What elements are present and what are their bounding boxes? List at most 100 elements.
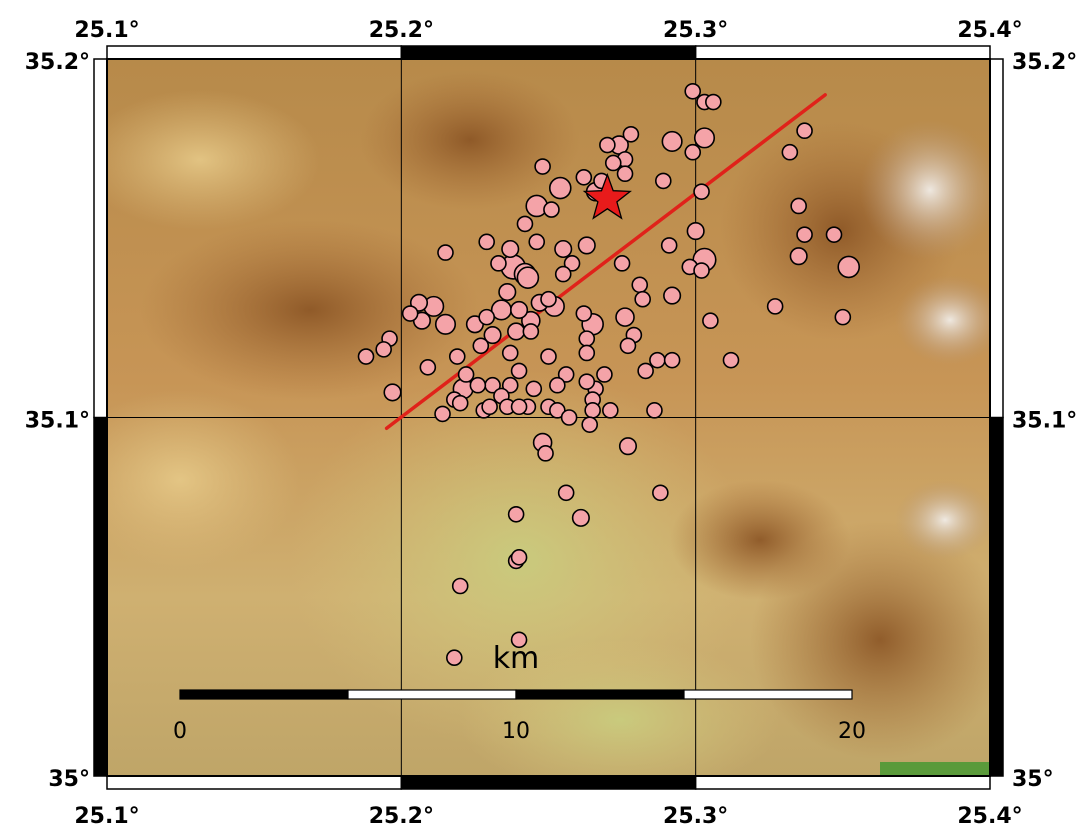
earthquake-event: [510, 398, 528, 416]
earthquake-event: [615, 307, 635, 327]
earthquake-event: [702, 312, 719, 330]
earthquake-event: [543, 201, 560, 218]
earthquake-event: [578, 330, 596, 347]
earthquake-event: [548, 176, 572, 200]
earthquake-event: [537, 445, 554, 462]
earthquake-event: [472, 337, 490, 355]
earthquake-event: [654, 172, 672, 190]
scale-bar-segment: [179, 689, 349, 700]
earthquake-event: [448, 348, 466, 365]
earthquake-event: [522, 323, 540, 340]
earthquake-event: [660, 237, 678, 254]
earthquake-event: [684, 82, 702, 100]
earthquake-event: [516, 266, 540, 289]
frame-band-right: [989, 58, 1004, 419]
earthquake-event: [554, 265, 572, 283]
earthquake-event: [481, 398, 498, 416]
scale-bar-segment: [347, 689, 517, 700]
earthquake-event: [578, 344, 596, 362]
earthquake-event: [686, 222, 705, 241]
earthquake-event: [540, 290, 557, 308]
earthquake-event: [549, 402, 566, 419]
lon-tick-label-bottom: 25.2°: [369, 804, 434, 829]
map-frame: [93, 45, 1004, 790]
earthquake-event: [478, 308, 495, 326]
earthquake-event: [825, 226, 843, 243]
earthquake-event: [604, 154, 622, 172]
earthquake-event: [401, 305, 419, 322]
earthquake-event: [510, 362, 528, 380]
lon-tick-label-top: 25.1°: [74, 18, 139, 43]
frame-band-right: [989, 416, 1004, 777]
earthquake-event: [596, 366, 613, 383]
earthquake-event: [646, 402, 663, 419]
earthquake-event: [613, 255, 631, 272]
earthquake-event: [584, 402, 601, 419]
lon-tick-label-bottom: 25.4°: [957, 804, 1022, 829]
earthquake-event: [490, 255, 507, 272]
earthquake-event: [637, 362, 654, 380]
scale-bar: [179, 689, 853, 700]
earthquake-event: [507, 505, 525, 523]
earthquake-event: [434, 313, 457, 335]
earthquake-event: [796, 226, 813, 243]
earthquake-event: [375, 341, 392, 358]
earthquake-event: [684, 143, 702, 161]
earthquake-event: [446, 649, 463, 666]
earthquake-event: [622, 125, 640, 143]
earthquake-event: [383, 383, 402, 402]
earthquake-event: [528, 233, 546, 251]
terrain-background: [107, 59, 990, 776]
lat-tick-label-right: 35.1°: [1012, 409, 1077, 434]
earthquake-event: [525, 380, 543, 398]
lat-tick-label-right: 35°: [1012, 767, 1054, 792]
lat-tick-label-left: 35.1°: [25, 409, 90, 434]
earthquake-event: [834, 308, 852, 326]
earthquake-event: [796, 122, 813, 139]
earthquake-event: [516, 215, 534, 233]
earthquake-event: [451, 394, 469, 412]
scale-bar-label-0: 0: [173, 719, 187, 744]
earthquake-event: [501, 344, 519, 362]
earthquake-event: [790, 197, 807, 215]
earthquake-event: [652, 484, 669, 502]
earthquake-event: [498, 282, 517, 302]
earthquake-event: [663, 286, 682, 305]
earthquake-event: [618, 437, 638, 456]
earthquake-event: [705, 93, 722, 111]
lon-tick-label-bottom: 25.3°: [663, 804, 728, 829]
earthquake-event: [619, 337, 637, 355]
earthquake-event: [469, 376, 487, 394]
earthquake-event: [510, 631, 528, 649]
lon-tick-label-top: 25.3°: [663, 18, 728, 43]
earthquake-event: [781, 143, 799, 161]
earthquake-event: [437, 244, 454, 261]
earthquake-event: [507, 322, 526, 341]
earthquake-event: [534, 158, 551, 175]
earthquake-event: [557, 484, 575, 502]
earthquake-event: [501, 239, 520, 259]
lon-tick-label-top: 25.4°: [957, 18, 1022, 43]
earthquake-event: [693, 183, 710, 200]
earthquake-event: [602, 402, 619, 419]
earthquake-event: [693, 262, 710, 279]
scale-bar-label-10: 10: [502, 719, 530, 744]
lat-tick-label-left: 35°: [48, 767, 90, 792]
earthquake-event: [501, 376, 519, 394]
earthquake-event: [557, 366, 575, 383]
frame-band-top: [400, 45, 697, 60]
earthquake-event: [483, 325, 502, 345]
earthquake-event: [357, 348, 375, 365]
earthquake-event: [693, 127, 716, 149]
earthquake-event: [571, 508, 590, 527]
frame-band-bottom: [694, 775, 991, 790]
frame-band-top: [106, 45, 403, 60]
lon-tick-label-bottom: 25.1°: [74, 804, 139, 829]
lat-tick-label-left: 35.2°: [25, 50, 90, 75]
earthquake-event: [549, 376, 566, 394]
earthquake-events: [357, 82, 861, 666]
earthquake-event: [789, 247, 808, 266]
earthquake-event: [575, 305, 593, 322]
frame-band-bottom: [400, 775, 697, 790]
